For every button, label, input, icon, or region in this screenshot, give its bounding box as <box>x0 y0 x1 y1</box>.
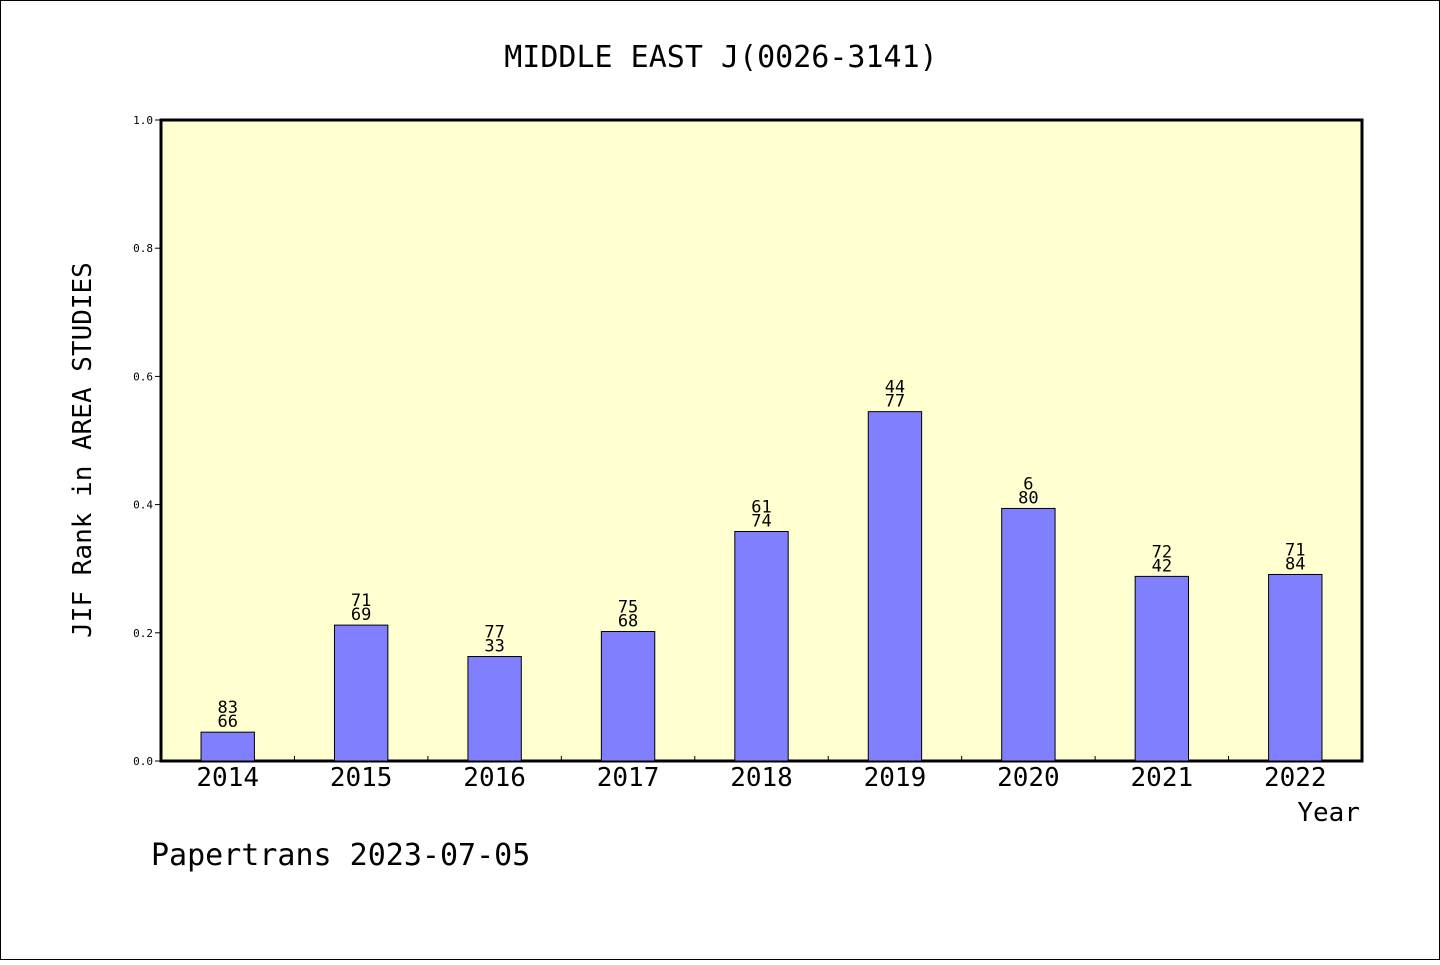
x-axis-ticks: 2014 2015 2016 2017 2018 2019 2020 2021 2022 <box>196 756 1327 793</box>
bar-2018 <box>734 531 789 762</box>
bar-label-bottom: 68 <box>618 612 638 632</box>
bar-label-top: 6 <box>1023 474 1033 494</box>
bar-label-bottom: 80 <box>1018 488 1038 508</box>
bar-2019 <box>867 411 923 762</box>
bar-label-bottom: 33 <box>484 637 504 657</box>
bar-label-bottom: 77 <box>885 392 905 412</box>
bar-label-top: 71 <box>351 591 371 611</box>
bar-label-top: 71 <box>1285 540 1305 560</box>
x-axis-label: Year <box>1297 798 1360 828</box>
bar-2017 <box>600 631 656 762</box>
bar-2022 <box>1268 573 1323 762</box>
x-tick-label: 2019 <box>864 763 927 793</box>
bar-2016 <box>467 656 522 762</box>
x-tick-label: 2015 <box>330 763 393 793</box>
x-tick-label: 2022 <box>1264 763 1327 793</box>
bar-label-top: 75 <box>618 598 638 618</box>
bar-label-bottom: 69 <box>351 605 371 625</box>
bar-label-bottom: 66 <box>217 712 237 732</box>
chart-title: MIDDLE EAST J(0026-3141) <box>504 40 937 75</box>
bar-2015 <box>333 624 389 762</box>
bar-2020 <box>1001 507 1056 762</box>
y-tick-label: 0.8 <box>133 242 153 255</box>
bar-label-top: 61 <box>751 498 771 518</box>
y-axis-ticks: 0.0 0.2 0.4 0.6 0.8 1.0 <box>133 114 161 768</box>
bar-2014 <box>200 731 255 762</box>
x-tick-label: 2016 <box>463 763 526 793</box>
y-axis-label: JIF Rank in AREA STUDIES <box>68 262 98 638</box>
y-tick-label: 0.0 <box>133 755 153 768</box>
y-tick-label: 0.4 <box>133 499 153 512</box>
bars-group <box>200 411 1323 762</box>
bar-label-bottom: 42 <box>1152 556 1172 576</box>
bar-label-bottom: 74 <box>751 512 771 532</box>
x-tick-label: 2017 <box>597 763 660 793</box>
y-tick-label: 1.0 <box>133 114 153 127</box>
bar-label-top: 72 <box>1152 542 1172 562</box>
bar-label-top: 83 <box>217 698 237 718</box>
bar-2021 <box>1134 575 1190 762</box>
bar-label-bottom: 84 <box>1285 554 1305 574</box>
x-tick-label: 2018 <box>730 763 793 793</box>
y-tick-label: 0.2 <box>133 627 153 640</box>
bar-label-top: 44 <box>885 378 905 398</box>
y-tick-label: 0.6 <box>133 370 153 383</box>
x-tick-label: 2020 <box>997 763 1060 793</box>
bar-label-top: 77 <box>484 623 504 643</box>
x-tick-label: 2014 <box>196 763 259 793</box>
footer-credit: Papertrans 2023-07-05 <box>151 838 530 873</box>
x-tick-label: 2021 <box>1131 763 1194 793</box>
